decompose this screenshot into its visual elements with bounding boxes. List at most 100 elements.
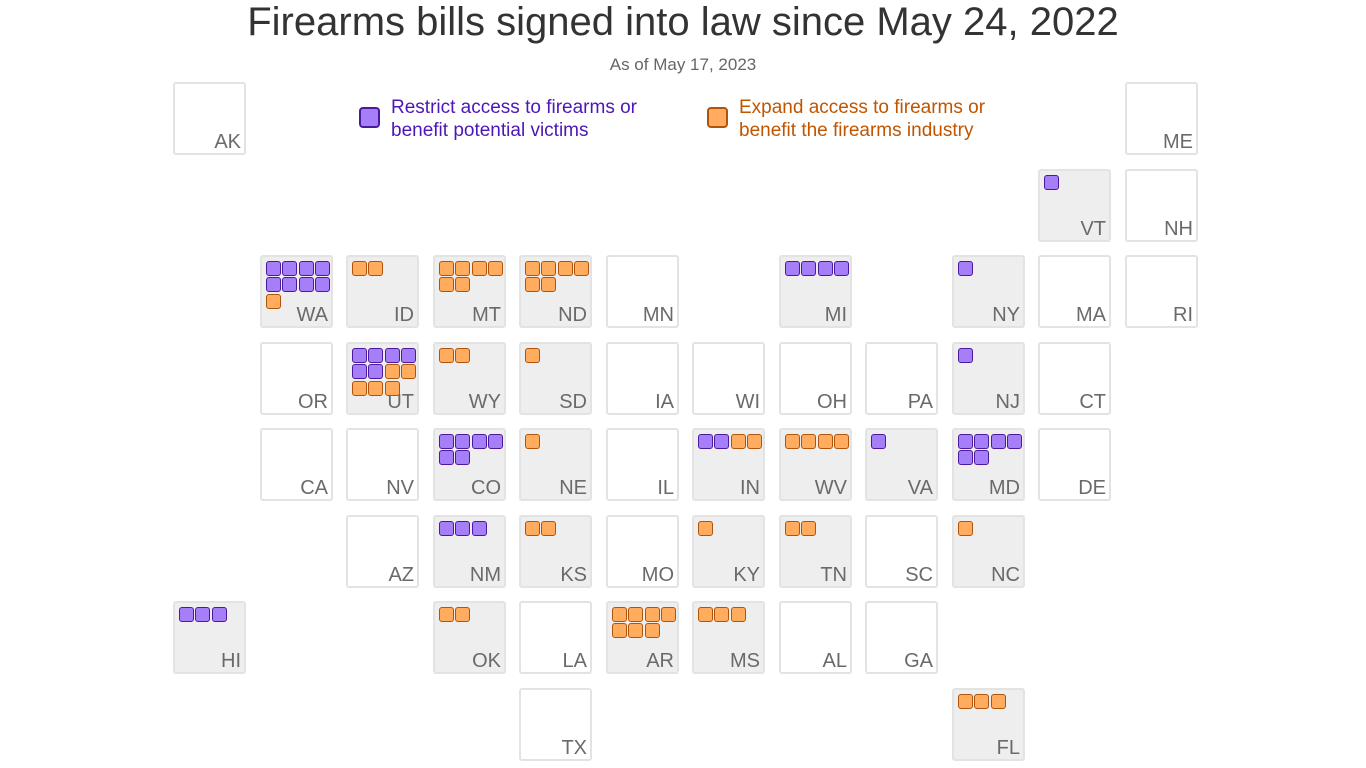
bill-mark-restrict bbox=[282, 261, 297, 276]
bill-mark-expand bbox=[368, 261, 383, 276]
state-label: NY bbox=[992, 304, 1020, 326]
state-tile-ky: KY bbox=[692, 515, 765, 588]
bill-mark-expand bbox=[834, 434, 849, 449]
bill-mark-expand bbox=[991, 694, 1006, 709]
state-label: GA bbox=[904, 650, 933, 672]
state-label: NE bbox=[559, 477, 587, 499]
state-tile-in: IN bbox=[692, 428, 765, 501]
state-tile-nh: NH bbox=[1125, 169, 1198, 242]
bill-mark-expand bbox=[472, 261, 487, 276]
state-label: WV bbox=[814, 477, 847, 499]
state-label: SD bbox=[559, 391, 587, 413]
bill-mark-expand bbox=[525, 348, 540, 363]
state-label: PA bbox=[907, 391, 933, 413]
bill-mark-restrict bbox=[179, 607, 194, 622]
bill-mark-restrict bbox=[714, 434, 729, 449]
state-label: ME bbox=[1163, 131, 1193, 153]
bill-mark-restrict bbox=[958, 450, 973, 465]
state-tile-tx: TX bbox=[519, 688, 592, 761]
state-tile-al: AL bbox=[779, 601, 852, 674]
state-tile-mo: MO bbox=[606, 515, 679, 588]
bill-mark-restrict bbox=[368, 348, 383, 363]
legend-label-expand-line1: Expand access to firearms or bbox=[739, 97, 986, 118]
state-tile-nv: NV bbox=[346, 428, 419, 501]
bill-mark-restrict bbox=[1007, 434, 1022, 449]
legend-label-restrict-line2: benefit potential victims bbox=[391, 120, 589, 141]
bill-mark-restrict bbox=[368, 364, 383, 379]
state-tile-fl: FL bbox=[952, 688, 1025, 761]
state-tile-ms: MS bbox=[692, 601, 765, 674]
state-tile-wv: WV bbox=[779, 428, 852, 501]
state-tile-mt: MT bbox=[433, 255, 506, 328]
bill-mark-expand bbox=[385, 381, 400, 396]
state-tile-mi: MI bbox=[779, 255, 852, 328]
bill-mark-expand bbox=[455, 607, 470, 622]
bill-mark-expand bbox=[352, 381, 367, 396]
bill-mark-restrict bbox=[958, 261, 973, 276]
state-tile-ny: NY bbox=[952, 255, 1025, 328]
state-label: UT bbox=[387, 391, 414, 413]
state-tile-me: ME bbox=[1125, 82, 1198, 155]
state-tile-ne: NE bbox=[519, 428, 592, 501]
state-tile-ok: OK bbox=[433, 601, 506, 674]
bill-mark-expand bbox=[958, 521, 973, 536]
bill-mark-expand bbox=[731, 607, 746, 622]
state-tile-sc: SC bbox=[865, 515, 938, 588]
bill-mark-restrict bbox=[282, 277, 297, 292]
state-label: MN bbox=[642, 304, 674, 326]
state-label: DE bbox=[1078, 477, 1106, 499]
bill-mark-restrict bbox=[974, 434, 989, 449]
bill-mark-expand bbox=[974, 694, 989, 709]
state-label: IN bbox=[740, 477, 760, 499]
state-label: NH bbox=[1164, 218, 1193, 240]
state-tile-tn: TN bbox=[779, 515, 852, 588]
state-tile-il: IL bbox=[606, 428, 679, 501]
bill-mark-expand bbox=[439, 261, 454, 276]
bill-mark-expand bbox=[645, 607, 660, 622]
state-label: AZ bbox=[388, 564, 414, 586]
state-label: MA bbox=[1076, 304, 1106, 326]
bill-mark-expand bbox=[439, 348, 454, 363]
state-label: CT bbox=[1079, 391, 1106, 413]
bill-mark-restrict bbox=[834, 261, 849, 276]
state-tile-ks: KS bbox=[519, 515, 592, 588]
state-label: MO bbox=[641, 564, 674, 586]
bill-mark-expand bbox=[574, 261, 589, 276]
state-label: VT bbox=[1080, 218, 1106, 240]
bill-mark-restrict bbox=[195, 607, 210, 622]
state-label: CA bbox=[300, 477, 328, 499]
state-tile-ri: RI bbox=[1125, 255, 1198, 328]
bill-mark-expand bbox=[541, 261, 556, 276]
bill-mark-expand bbox=[541, 277, 556, 292]
bill-mark-expand bbox=[698, 521, 713, 536]
state-label: NV bbox=[386, 477, 414, 499]
state-label: VA bbox=[907, 477, 933, 499]
bill-mark-expand bbox=[714, 607, 729, 622]
state-tile-ia: IA bbox=[606, 342, 679, 415]
state-tile-md: MD bbox=[952, 428, 1025, 501]
legend-label-restrict: Restrict access to firearms or benefit p… bbox=[391, 96, 691, 142]
bill-mark-expand bbox=[401, 364, 416, 379]
state-label: LA bbox=[562, 650, 587, 672]
state-tile-wy: WY bbox=[433, 342, 506, 415]
state-tile-nm: NM bbox=[433, 515, 506, 588]
bill-mark-expand bbox=[488, 261, 503, 276]
bill-mark-expand bbox=[731, 434, 746, 449]
bill-mark-restrict bbox=[455, 434, 470, 449]
state-label: AK bbox=[214, 131, 241, 153]
bill-mark-restrict bbox=[352, 348, 367, 363]
legend-label-expand-line2: benefit the firearms industry bbox=[739, 120, 974, 141]
legend-swatch-expand bbox=[707, 107, 728, 128]
bill-mark-restrict bbox=[401, 348, 416, 363]
chart-title: Firearms bills signed into law since May… bbox=[247, 0, 1119, 44]
state-tile-id: ID bbox=[346, 255, 419, 328]
state-label: WI bbox=[735, 391, 760, 413]
bill-mark-expand bbox=[455, 261, 470, 276]
bill-mark-expand bbox=[439, 607, 454, 622]
bill-mark-restrict bbox=[698, 434, 713, 449]
bill-mark-expand bbox=[645, 623, 660, 638]
state-tile-nc: NC bbox=[952, 515, 1025, 588]
state-tile-ut: UT bbox=[346, 342, 419, 415]
bill-mark-restrict bbox=[299, 261, 314, 276]
state-label: MS bbox=[730, 650, 760, 672]
